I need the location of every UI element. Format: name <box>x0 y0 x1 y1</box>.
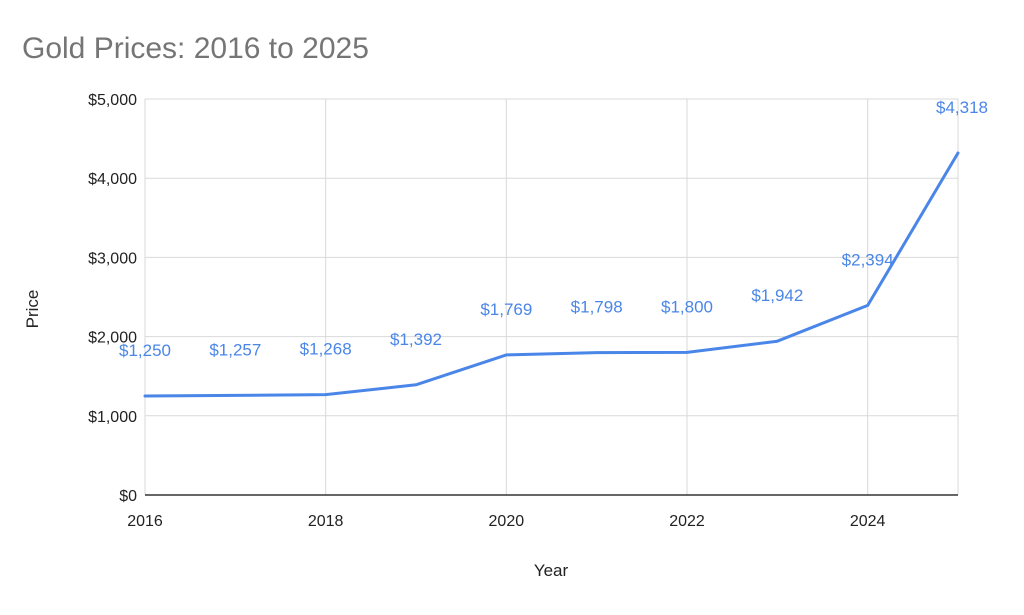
x-tick-label: 2022 <box>669 513 705 530</box>
chart-title: Gold Prices: 2016 to 2025 <box>22 32 369 65</box>
data-labels: $1,250 $1,257 $1,268 $1,392 $1,769 $1,798 $1,8… <box>119 98 988 360</box>
x-axis-label: Year <box>534 561 569 580</box>
y-tick-label: $3,000 <box>88 250 137 267</box>
x-tick-label: 2018 <box>308 513 344 530</box>
x-tick-label: 2020 <box>489 513 525 530</box>
data-label: $1,257 <box>209 340 261 359</box>
data-label: $1,392 <box>390 330 442 349</box>
data-label: $1,250 <box>119 341 171 360</box>
y-tick-label: $1,000 <box>88 409 137 426</box>
x-tick-label: 2016 <box>127 513 163 530</box>
data-label: $1,268 <box>300 340 352 359</box>
y-tick-label: $5,000 <box>88 92 137 109</box>
data-label: $1,769 <box>480 300 532 319</box>
series-line <box>143 151 960 398</box>
data-label: $4,318 <box>936 98 988 117</box>
tick-labels: $0 $1,000 $2,000 $3,000 $4,000 $5,000 2016 2018… <box>88 92 886 530</box>
data-label: $1,800 <box>661 297 713 316</box>
x-tick-label: 2024 <box>850 513 886 530</box>
y-axis-label: Price <box>23 290 42 329</box>
series <box>143 151 960 398</box>
data-label: $2,394 <box>842 250 894 269</box>
data-label: $1,798 <box>571 298 623 317</box>
y-tick-label: $2,000 <box>88 330 137 347</box>
grid <box>144 98 959 495</box>
y-tick-label: $4,000 <box>88 171 137 188</box>
data-label: $1,942 <box>751 286 803 305</box>
y-tick-label: $0 <box>119 488 137 505</box>
